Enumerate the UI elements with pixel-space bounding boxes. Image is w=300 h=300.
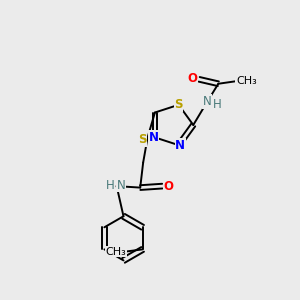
Text: O: O — [164, 180, 174, 193]
Text: N: N — [175, 139, 185, 152]
Text: H: H — [106, 179, 115, 192]
Text: H: H — [213, 98, 222, 111]
Text: CH₃: CH₃ — [236, 76, 257, 86]
Text: CH₃: CH₃ — [106, 247, 127, 257]
Text: S: S — [138, 134, 146, 146]
Text: O: O — [188, 72, 198, 85]
Text: N: N — [117, 179, 126, 192]
Text: N: N — [203, 95, 212, 108]
Text: N: N — [148, 131, 158, 144]
Text: S: S — [174, 98, 183, 111]
